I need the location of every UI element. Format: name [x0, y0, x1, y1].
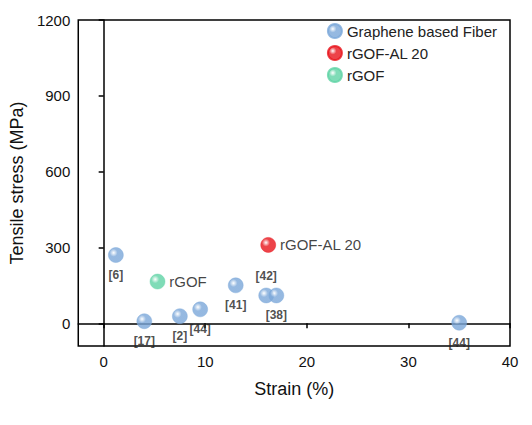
svg-text:40: 40 [502, 353, 519, 370]
svg-text:20: 20 [298, 353, 315, 370]
svg-text:rGOF: rGOF [169, 273, 207, 290]
svg-text:0: 0 [99, 353, 107, 370]
svg-text:30: 30 [400, 353, 417, 370]
svg-text:[17]: [17] [134, 334, 155, 348]
svg-text:[42]: [42] [256, 269, 277, 283]
svg-text:[44]: [44] [449, 336, 470, 350]
svg-text:900: 900 [45, 87, 70, 104]
svg-text:[38]: [38] [266, 308, 287, 322]
svg-text:Graphene based Fiber: Graphene based Fiber [347, 23, 497, 40]
svg-text:10: 10 [197, 353, 214, 370]
svg-text:600: 600 [45, 163, 70, 180]
svg-text:rGOF-AL 20: rGOF-AL 20 [347, 45, 428, 62]
svg-text:1200: 1200 [37, 12, 70, 29]
svg-text:[2]: [2] [173, 329, 188, 343]
svg-text:Tensile stress (MPa): Tensile stress (MPa) [7, 101, 27, 264]
svg-text:[41]: [41] [225, 298, 246, 312]
svg-text:[44]: [44] [189, 322, 210, 336]
svg-text:Strain (%): Strain (%) [254, 379, 334, 399]
svg-text:0: 0 [62, 315, 70, 332]
svg-text:rGOF-AL 20: rGOF-AL 20 [280, 236, 361, 253]
svg-text:rGOF: rGOF [347, 67, 385, 84]
svg-text:[6]: [6] [109, 268, 124, 282]
svg-text:300: 300 [45, 239, 70, 256]
